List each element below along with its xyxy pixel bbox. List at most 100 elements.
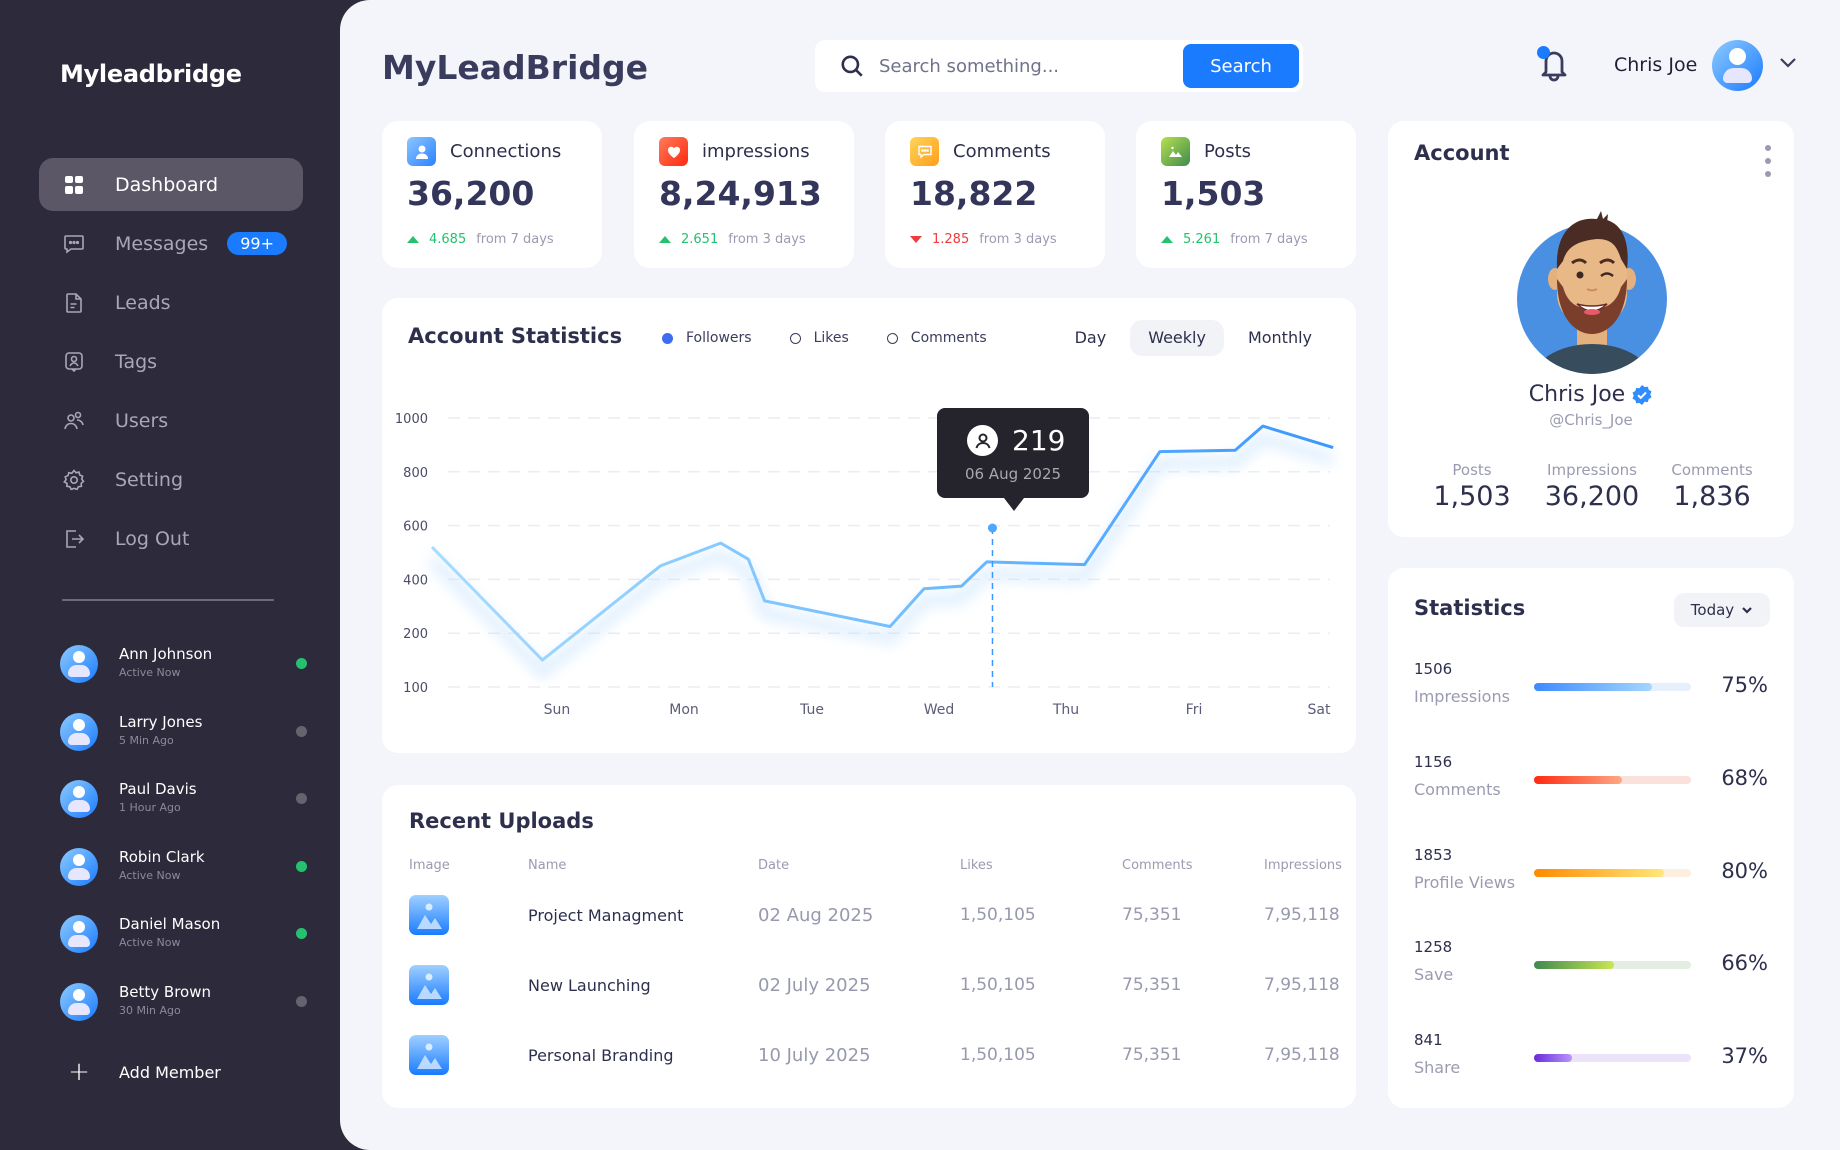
user-icon xyxy=(967,425,998,456)
stat-card-posts: Posts 1,503 5.261 from 7 days xyxy=(1136,121,1356,268)
online-indicator xyxy=(296,658,307,669)
document-icon xyxy=(61,290,87,316)
member-name: Ann Johnson xyxy=(119,645,213,663)
chart-tooltip: 219 06 Aug 2025 xyxy=(937,408,1089,511)
sidebar-item-dashboard[interactable]: Dashboard xyxy=(39,158,303,211)
user-avatar[interactable] xyxy=(1712,40,1763,91)
table-row[interactable]: Project Managment 02 Aug 2025 1,50,105 7… xyxy=(409,880,1344,950)
grid-icon xyxy=(61,172,87,198)
member-name: Paul Davis xyxy=(119,780,197,798)
sidebar-item-leads[interactable]: Leads xyxy=(39,276,303,329)
stat-count: 1853 xyxy=(1414,846,1453,864)
period-tabs: Day Weekly Monthly xyxy=(1051,320,1330,356)
messages-badge: 99+ xyxy=(227,232,287,255)
progress-bar xyxy=(1534,683,1691,691)
stat-value: 18,822 xyxy=(910,174,1038,213)
legend-followers[interactable]: Followers xyxy=(662,330,752,346)
svg-text:100: 100 xyxy=(403,681,428,696)
sidebar-item-label: Log Out xyxy=(115,527,190,550)
profile-avatar xyxy=(1517,211,1667,374)
avatar xyxy=(60,847,98,886)
stat-count: 841 xyxy=(1414,1031,1443,1049)
sidebar-item-messages[interactable]: Messages 99+ xyxy=(39,217,303,270)
account-card: Account Chris Joe @Chris_Joe xyxy=(1388,121,1794,537)
svg-text:Sun: Sun xyxy=(544,702,571,718)
stat-value: 8,24,913 xyxy=(659,174,822,213)
stat-row: 1506 Impressions 75% xyxy=(1414,660,1768,720)
plus-icon: + xyxy=(68,1057,90,1087)
sidebar-item-tags[interactable]: Tags xyxy=(39,335,303,388)
tooltip-date: 06 Aug 2025 xyxy=(964,465,1062,483)
arrow-down-icon xyxy=(910,236,922,243)
member-item[interactable]: Ann Johnson Active Now xyxy=(60,645,310,713)
progress-bar xyxy=(1534,1054,1691,1062)
chevron-down-icon xyxy=(1742,607,1752,614)
image-thumbnail-icon[interactable] xyxy=(409,895,449,935)
member-item[interactable]: Robin Clark Active Now xyxy=(60,847,310,916)
svg-text:200: 200 xyxy=(403,627,428,642)
stat-row: 1258 Save 66% xyxy=(1414,938,1768,998)
search-icon xyxy=(841,55,863,77)
svg-text:Thu: Thu xyxy=(1052,702,1079,718)
member-name: Daniel Mason xyxy=(119,915,221,933)
account-name: Chris Joe xyxy=(1388,382,1794,407)
stat-value: 36,200 xyxy=(407,174,535,213)
more-options-icon[interactable] xyxy=(1764,145,1772,177)
sidebar: Myleadbridge Dashboard Messages 99+ Lead… xyxy=(0,0,340,1150)
chevron-down-icon[interactable] xyxy=(1778,56,1798,70)
followers-line xyxy=(430,424,1334,662)
member-item[interactable]: Betty Brown 30 Min Ago xyxy=(60,982,310,1051)
online-indicator xyxy=(296,928,307,939)
table-header: Image Name Date Likes Comments Impressio… xyxy=(409,857,1342,873)
member-item[interactable]: Paul Davis 1 Hour Ago xyxy=(60,780,310,848)
stat-row: 1853 Profile Views 80% xyxy=(1414,846,1768,906)
sidebar-item-users[interactable]: Users xyxy=(39,394,303,447)
image-thumbnail-icon[interactable] xyxy=(409,965,449,1005)
search-button[interactable]: Search xyxy=(1183,44,1299,88)
online-indicator xyxy=(296,860,307,872)
member-item[interactable]: Larry Jones 5 Min Ago xyxy=(60,712,310,781)
period-select[interactable]: Today xyxy=(1674,593,1770,627)
member-name: Robin Clark xyxy=(119,847,205,866)
progress-bar xyxy=(1534,869,1691,877)
add-member-button[interactable]: + Add Member xyxy=(60,1057,221,1087)
tab-weekly[interactable]: Weekly xyxy=(1130,320,1224,356)
table-row[interactable]: Personal Branding 10 July 2025 1,50,105 … xyxy=(409,1020,1344,1090)
notification-dot xyxy=(1537,46,1550,59)
main-content: MyLeadBridge Search Chris Joe Connection… xyxy=(340,0,1840,1150)
legend-likes[interactable]: Likes xyxy=(789,330,849,346)
tab-monthly[interactable]: Monthly xyxy=(1247,328,1312,347)
stat-card-impressions: impressions 8,24,913 2.651 from 3 days xyxy=(634,121,854,268)
legend-comments[interactable]: Comments xyxy=(886,330,987,346)
chart-title: Account Statistics xyxy=(408,324,623,348)
section-title: Statistics xyxy=(1414,596,1526,620)
svg-text:400: 400 xyxy=(403,573,428,588)
sidebar-item-label: Tags xyxy=(115,350,158,373)
logout-icon xyxy=(61,526,87,552)
user-icon xyxy=(407,137,436,166)
table-row[interactable]: New Launching 02 July 2025 1,50,105 75,3… xyxy=(409,950,1344,1020)
member-item[interactable]: Daniel Mason Active Now xyxy=(60,915,310,983)
stat-label: Profile Views xyxy=(1414,873,1516,892)
tooltip-value: 219 xyxy=(1012,424,1066,457)
tab-day[interactable]: Day xyxy=(1074,328,1107,347)
sidebar-item-setting[interactable]: Setting xyxy=(39,453,303,506)
search-input[interactable] xyxy=(879,55,1169,77)
notifications-button[interactable] xyxy=(1535,44,1573,84)
offline-indicator xyxy=(296,995,307,1007)
hover-point[interactable] xyxy=(987,523,997,533)
stat-card-connections: Connections 36,200 4.685 from 7 days xyxy=(382,121,602,268)
account-stat-posts: Posts 1,503 xyxy=(1433,461,1511,512)
stat-percent: 80% xyxy=(1721,859,1768,883)
section-title: Account xyxy=(1414,141,1510,165)
image-icon xyxy=(1161,137,1190,166)
member-status: 30 Min Ago xyxy=(119,1003,181,1017)
tag-user-icon xyxy=(61,349,87,375)
image-thumbnail-icon[interactable] xyxy=(409,1035,449,1075)
stat-label: impressions xyxy=(702,141,810,162)
svg-text:Fri: Fri xyxy=(1186,702,1203,718)
member-list: Ann Johnson Active Now Larry Jones 5 Min A… xyxy=(60,645,310,1050)
sidebar-item-logout[interactable]: Log Out xyxy=(39,512,303,565)
user-name[interactable]: Chris Joe xyxy=(1614,54,1698,76)
svg-text:Tue: Tue xyxy=(799,702,824,718)
